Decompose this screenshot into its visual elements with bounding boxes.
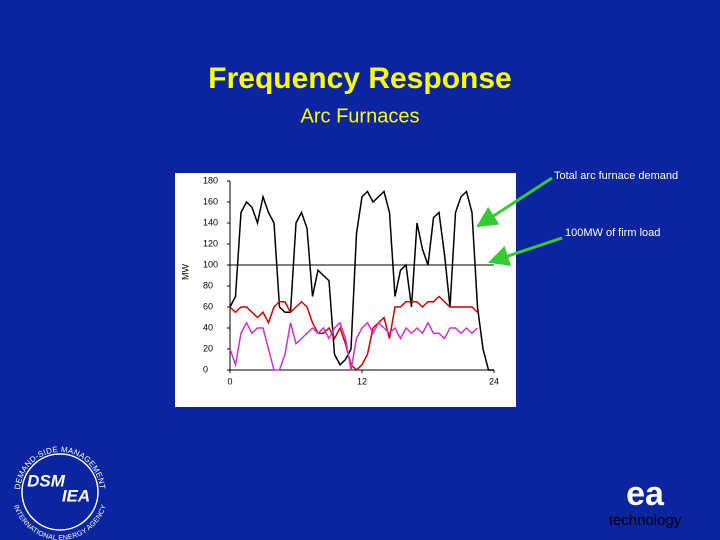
y-tick-label: 160 bbox=[203, 196, 218, 206]
subtitle: Arc Furnaces bbox=[301, 105, 420, 127]
y-tick-label: 180 bbox=[203, 175, 218, 185]
logo-text: ea bbox=[626, 475, 665, 513]
y-tick-label: 60 bbox=[203, 301, 213, 311]
y-tick-label: 40 bbox=[203, 322, 213, 332]
annotation: 100MW of firm load bbox=[565, 227, 660, 239]
y-tick-label: 80 bbox=[203, 280, 213, 290]
x-tick-label: 12 bbox=[357, 376, 367, 386]
logo-ring bbox=[21, 453, 99, 531]
series-line bbox=[229, 295, 479, 372]
y-tick-label: 20 bbox=[203, 343, 213, 353]
plot: 0 20 40 60 80 100 120 140 160 180 0 12 24 bbox=[203, 175, 499, 386]
annotation: Total arc furnace demand bbox=[554, 170, 678, 182]
logo-text: technology bbox=[609, 512, 682, 529]
y-tick-label: 140 bbox=[203, 217, 218, 227]
arrow bbox=[488, 236, 563, 266]
x-tick-label: 0 bbox=[227, 376, 232, 386]
chart-panel bbox=[175, 173, 516, 407]
logo-text: DSM bbox=[27, 471, 66, 490]
arrow bbox=[476, 176, 553, 228]
y-axis-label: MW bbox=[180, 264, 190, 280]
logo-text: IEA bbox=[62, 486, 90, 505]
y-tick-label: 0 bbox=[203, 364, 208, 374]
y-tick-label: 120 bbox=[203, 238, 218, 248]
y-tick-label: 100 bbox=[203, 259, 218, 269]
dsm-logo: DEMAND-SIDE MANAGEMENT INTERNATIONAL ENE… bbox=[12, 445, 108, 540]
x-tick-label: 24 bbox=[489, 376, 499, 386]
series-line bbox=[229, 321, 479, 371]
title: Frequency Response bbox=[208, 62, 511, 95]
